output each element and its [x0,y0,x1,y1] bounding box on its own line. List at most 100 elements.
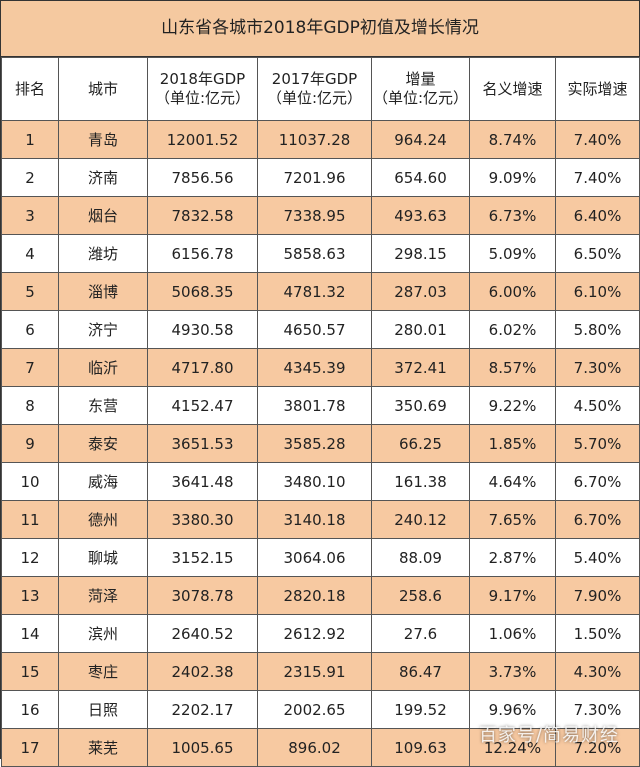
increment-cell: 280.01 [371,310,470,349]
rank-cell: 12 [1,538,59,577]
gdp-2017-cell: 4781.32 [257,272,372,311]
gdp-2018-cell: 7856.56 [147,158,258,197]
city-cell: 淄博 [58,272,148,311]
city-cell: 泰安 [58,424,148,463]
increment-cell: 964.24 [371,120,470,159]
rank-cell: 3 [1,196,59,235]
nominal-growth-cell: 9.22% [469,386,556,425]
header-row: 排名 城市 2018年GDP （单位:亿元） 2017年GDP （单位:亿元） 增量… [1,57,640,121]
gdp-2017-cell: 2002.65 [257,690,372,729]
header-increment: 增量 （单位:亿元） [371,57,470,121]
rank-cell: 5 [1,272,59,311]
header-nominal-growth: 名义增速 [469,57,556,121]
increment-cell: 258.6 [371,576,470,615]
rank-cell: 17 [1,728,59,767]
table-row: 10 威海 3641.48 3480.10 161.38 4.64% 6.70% [1,462,640,501]
real-growth-cell: 7.30% [555,690,640,729]
nominal-growth-cell: 5.09% [469,234,556,273]
header-gdp-2017: 2017年GDP （单位:亿元） [257,57,372,121]
increment-cell: 161.38 [371,462,470,501]
city-cell: 济南 [58,158,148,197]
nominal-growth-cell: 1.06% [469,614,556,653]
table-row: 12 聊城 3152.15 3064.06 88.09 2.87% 5.40% [1,538,640,577]
table-row: 8 东营 4152.47 3801.78 350.69 9.22% 4.50% [1,386,640,425]
city-cell: 潍坊 [58,234,148,273]
table-row: 11 德州 3380.30 3140.18 240.12 7.65% 6.70% [1,500,640,539]
city-cell: 威海 [58,462,148,501]
real-growth-cell: 7.20% [555,728,640,767]
gdp-2018-cell: 2640.52 [147,614,258,653]
gdp-2017-cell: 7201.96 [257,158,372,197]
city-cell: 菏泽 [58,576,148,615]
table-row: 9 泰安 3651.53 3585.28 66.25 1.85% 5.70% [1,424,640,463]
rank-cell: 13 [1,576,59,615]
real-growth-cell: 5.80% [555,310,640,349]
gdp-2017-cell: 5858.63 [257,234,372,273]
header-city: 城市 [58,57,148,121]
table-row: 4 潍坊 6156.78 5858.63 298.15 5.09% 6.50% [1,234,640,273]
gdp-2018-cell: 1005.65 [147,728,258,767]
gdp-2018-cell: 3152.15 [147,538,258,577]
table-row: 7 临沂 4717.80 4345.39 372.41 8.57% 7.30% [1,348,640,387]
increment-cell: 86.47 [371,652,470,691]
increment-cell: 287.03 [371,272,470,311]
gdp-2018-cell: 2202.17 [147,690,258,729]
rank-cell: 2 [1,158,59,197]
nominal-growth-cell: 6.00% [469,272,556,311]
rank-cell: 4 [1,234,59,273]
gdp-2017-cell: 7338.95 [257,196,372,235]
city-cell: 青岛 [58,120,148,159]
gdp-2017-cell: 3064.06 [257,538,372,577]
gdp-2018-cell: 3641.48 [147,462,258,501]
gdp-2018-cell: 6156.78 [147,234,258,273]
table-row: 1 青岛 12001.52 11037.28 964.24 8.74% 7.40% [1,120,640,159]
city-cell: 德州 [58,500,148,539]
table-row: 15 枣庄 2402.38 2315.91 86.47 3.73% 4.30% [1,652,640,691]
header-real-growth: 实际增速 [555,57,640,121]
city-cell: 日照 [58,690,148,729]
rank-cell: 8 [1,386,59,425]
rank-cell: 6 [1,310,59,349]
table-row: 17 莱芜 1005.65 896.02 109.63 12.24% 7.20% [1,728,640,767]
rank-cell: 10 [1,462,59,501]
increment-cell: 372.41 [371,348,470,387]
gdp-table: 排名 城市 2018年GDP （单位:亿元） 2017年GDP （单位:亿元） 增量… [1,57,640,767]
increment-cell: 240.12 [371,500,470,539]
real-growth-cell: 6.40% [555,196,640,235]
gdp-2018-cell: 4152.47 [147,386,258,425]
real-growth-cell: 6.70% [555,500,640,539]
nominal-growth-cell: 9.96% [469,690,556,729]
gdp-2017-cell: 2315.91 [257,652,372,691]
gdp-2017-cell: 896.02 [257,728,372,767]
city-cell: 莱芜 [58,728,148,767]
rank-cell: 1 [1,120,59,159]
gdp-2018-cell: 4717.80 [147,348,258,387]
nominal-growth-cell: 2.87% [469,538,556,577]
gdp-2017-cell: 3801.78 [257,386,372,425]
city-cell: 枣庄 [58,652,148,691]
increment-cell: 350.69 [371,386,470,425]
increment-cell: 27.6 [371,614,470,653]
gdp-2018-cell: 7832.58 [147,196,258,235]
increment-cell: 66.25 [371,424,470,463]
table-body: 1 青岛 12001.52 11037.28 964.24 8.74% 7.40% 2 济南 78… [1,120,640,767]
real-growth-cell: 6.10% [555,272,640,311]
gdp-2018-cell: 12001.52 [147,120,258,159]
real-growth-cell: 4.50% [555,386,640,425]
gdp-2018-cell: 3651.53 [147,424,258,463]
gdp-2018-cell: 4930.58 [147,310,258,349]
table-row: 13 菏泽 3078.78 2820.18 258.6 9.17% 7.90% [1,576,640,615]
real-growth-cell: 7.40% [555,120,640,159]
rank-cell: 15 [1,652,59,691]
rank-cell: 7 [1,348,59,387]
real-growth-cell: 5.40% [555,538,640,577]
table-row: 6 济宁 4930.58 4650.57 280.01 6.02% 5.80% [1,310,640,349]
nominal-growth-cell: 8.74% [469,120,556,159]
rank-cell: 11 [1,500,59,539]
real-growth-cell: 6.50% [555,234,640,273]
gdp-2017-cell: 2820.18 [257,576,372,615]
header-gdp-2018: 2018年GDP （单位:亿元） [147,57,258,121]
gdp-2018-cell: 2402.38 [147,652,258,691]
city-cell: 滨州 [58,614,148,653]
city-cell: 临沂 [58,348,148,387]
